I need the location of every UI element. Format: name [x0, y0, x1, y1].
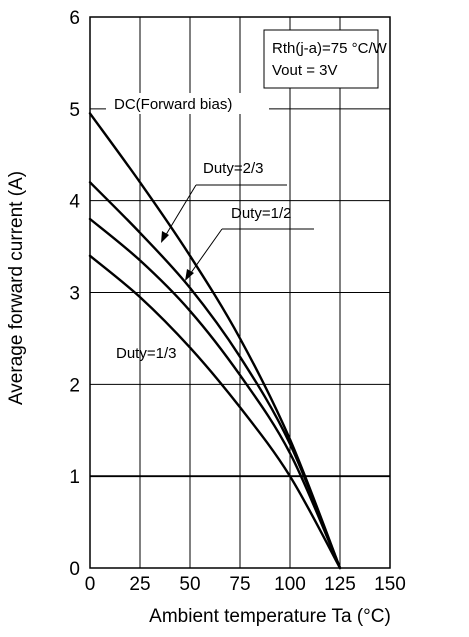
leader-arrow-duty-1-2 — [187, 228, 223, 278]
info-box-line-2: Vout = 3V — [272, 62, 337, 79]
x-tick-label: 75 — [229, 574, 250, 595]
series-label-duty-1-3: Duty=1/3 — [116, 345, 176, 362]
x-axis-label: Ambient temperature Ta (°C) — [149, 606, 391, 627]
y-tick-label: 3 — [69, 284, 80, 305]
dc-label-background — [106, 93, 269, 114]
arrowhead-duty-1-2 — [185, 269, 194, 281]
series-label-duty-2-3: Duty=2/3 — [203, 160, 263, 177]
leader-arrow-duty-2-3 — [163, 184, 197, 239]
x-tick-label: 100 — [274, 574, 306, 595]
y-tick-label: 5 — [69, 100, 80, 121]
series-label-dc: DC(Forward bias) — [114, 96, 232, 113]
series-line-2 — [88, 217, 342, 570]
x-tick-labels: 0 25 50 75 100 125 150 — [85, 574, 406, 595]
arrowhead-duty-2-3 — [161, 231, 169, 243]
y-tick-labels: 0 1 2 3 4 5 6 — [69, 8, 80, 580]
x-tick-label: 125 — [324, 574, 356, 595]
curves — [88, 112, 342, 570]
x-tick-label: 25 — [129, 574, 150, 595]
y-tick-label: 6 — [69, 8, 80, 29]
plot-frame — [89, 16, 391, 569]
series-label-duty-1-2: Duty=1/2 — [231, 205, 291, 222]
y-tick-label: 2 — [69, 375, 80, 396]
x-tick-label: 0 — [85, 574, 96, 595]
y-axis-label: Average forward current (A) — [6, 171, 27, 405]
y-tick-label: 4 — [69, 192, 80, 213]
y-tick-label: 0 — [69, 559, 80, 580]
x-tick-label: 50 — [179, 574, 200, 595]
info-box-line-1: Rth(j-a)=75 °C/W — [272, 40, 388, 57]
series-line-3 — [88, 254, 342, 570]
x-tick-label: 150 — [374, 574, 406, 595]
y-tick-label: 1 — [69, 467, 80, 488]
info-box — [263, 29, 379, 89]
series-line-1 — [88, 181, 342, 570]
